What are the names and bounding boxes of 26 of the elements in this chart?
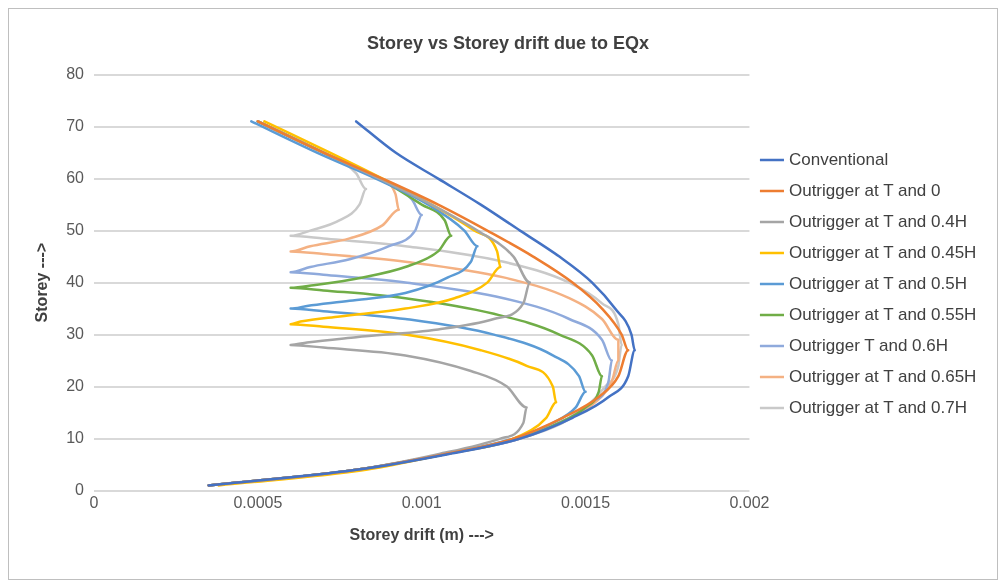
legend-label: Outrigger at T and 0.4H bbox=[788, 211, 967, 231]
y-tick-label: 10 bbox=[66, 429, 85, 447]
chart-title: Storey vs Storey drift due to EQx bbox=[366, 32, 650, 53]
legend-label: Outrigger T and 0.6H bbox=[788, 335, 949, 355]
y-tick-label: 30 bbox=[66, 325, 85, 343]
legend-label: Conventional bbox=[788, 149, 889, 169]
x-tick-label: 0 bbox=[89, 493, 99, 511]
y-tick-label: 40 bbox=[66, 273, 85, 291]
legend-label: Outrigger at T and 0.5H bbox=[788, 273, 967, 293]
x-axis-title: Storey drift (m) ---> bbox=[349, 525, 494, 543]
x-tick-label: 0.002 bbox=[729, 493, 770, 511]
y-tick-label: 80 bbox=[66, 65, 85, 83]
y-tick-label: 20 bbox=[66, 377, 85, 395]
y-axis-title: Storey ---> bbox=[33, 242, 51, 323]
y-tick-label: 0 bbox=[75, 481, 85, 499]
x-tick-label: 0.0015 bbox=[561, 493, 611, 511]
y-tick-label: 60 bbox=[66, 169, 85, 187]
y-tick-label: 50 bbox=[66, 221, 85, 239]
legend-label: Outrigger at T and 0 bbox=[788, 180, 941, 200]
legend-label: Outrigger at T and 0.55H bbox=[788, 304, 977, 324]
x-tick-label: 0.0005 bbox=[233, 493, 283, 511]
legend-label: Outrigger at T and 0.45H bbox=[788, 242, 977, 262]
y-tick-label: 70 bbox=[66, 117, 85, 135]
x-tick-label: 0.001 bbox=[401, 493, 442, 511]
legend-label: Outrigger at T and 0.65H bbox=[788, 366, 977, 386]
legend-label: Outrigger at T and 0.7H bbox=[788, 397, 967, 417]
